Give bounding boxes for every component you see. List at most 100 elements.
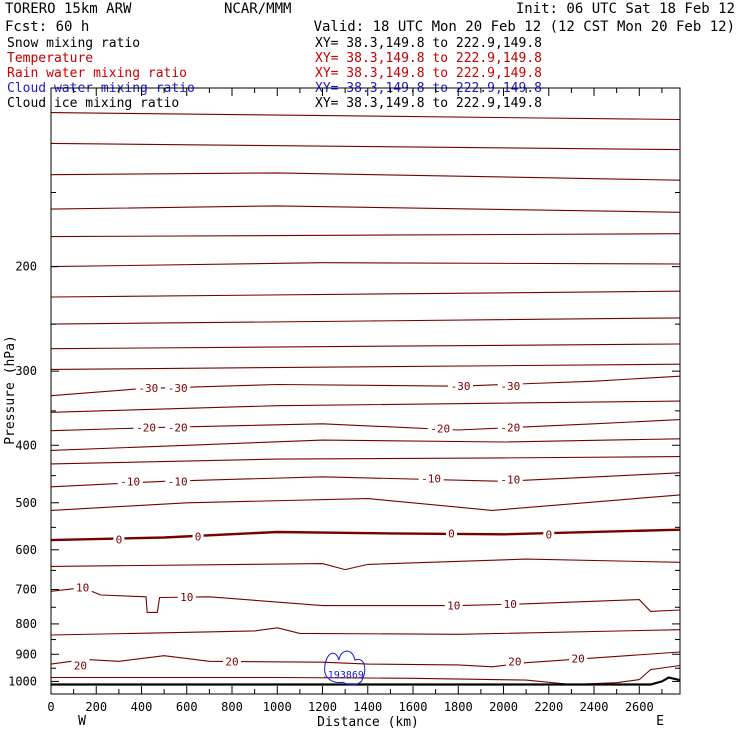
isotherm-label-group: -20: [133, 420, 159, 434]
isotherm-label: -20: [168, 421, 188, 434]
isotherm-label-bg: [445, 526, 457, 540]
y-tick-label: 600: [15, 543, 37, 557]
isotherm-label: 10: [504, 598, 517, 611]
isotherm-label: 20: [74, 659, 87, 672]
isotherm-line: [51, 343, 680, 350]
isotherm-label-group: 10: [177, 589, 196, 604]
isotherm-label-group: -20: [165, 420, 191, 434]
isotherm-label: 0: [195, 531, 202, 544]
field-xy: XY= 38.3,149.8 to 222.9,149.8: [315, 66, 542, 81]
isotherm-label-group: -30: [448, 379, 474, 393]
isotherm-label-bg: [569, 651, 588, 665]
isotherm-label: -30: [500, 380, 520, 393]
isotherm-label: 20: [508, 655, 521, 668]
field-name: Cloud ice mixing ratio: [7, 96, 179, 111]
x-tick-label: 1400: [353, 700, 382, 714]
isotherm-group: .193869: [51, 112, 680, 686]
isotherm-label-group: -10: [418, 471, 444, 485]
isotherm-label-group: -20: [497, 420, 523, 434]
terrain-line: [51, 676, 680, 686]
isotherm-label-group: 0: [192, 529, 204, 544]
field-legend: Snow mixing ratio XY= 38.3,149.8 to 222.…: [7, 36, 542, 111]
isotherm-label-bg: [165, 420, 191, 434]
isotherm-label-bg: [113, 532, 125, 546]
x-tick-label: 2000: [489, 700, 518, 714]
isotherm-line: [51, 558, 680, 571]
x-tick-label: 1800: [444, 700, 473, 714]
x-tick-label: 1600: [399, 700, 428, 714]
isotherm-label: 0: [545, 528, 552, 541]
isotherm-label-bg: [418, 471, 444, 485]
isotherm-label-bg: [444, 598, 463, 612]
model-title: TORERO 15km ARW: [5, 1, 132, 17]
isotherm-label-group: -30: [165, 380, 191, 395]
forecast-hour: Fcst: 60 h: [5, 19, 89, 35]
isotherm-label-group: 0: [445, 526, 457, 540]
isotherm-label: -10: [120, 475, 140, 488]
isotherm-0: [51, 528, 680, 542]
isotherm-label: -20: [136, 421, 156, 434]
isotherm-label-bg: [165, 474, 191, 488]
x-tick-label: 1000: [263, 700, 292, 714]
isotherm-line: [51, 317, 680, 325]
y-tick-label: 1000: [8, 674, 37, 688]
x-tick-label: 400: [131, 700, 153, 714]
x-tick-label: 2600: [625, 700, 654, 714]
isotherm-label: -10: [168, 475, 188, 488]
isotherm-label: 20: [572, 653, 585, 666]
isotherm-line: [51, 262, 680, 268]
x-tick-label: 800: [221, 700, 243, 714]
x-tick-label: 2400: [580, 700, 609, 714]
field-xy: XY= 38.3,149.8 to 222.9,149.8: [315, 36, 542, 51]
y-tick-label: 200: [15, 260, 37, 274]
isotherm-line: [51, 664, 680, 686]
isotherm-label-bg: [73, 580, 92, 594]
isotherm-label-bg: [71, 658, 90, 672]
init-time: Init: 06 UTC Sat 18 Feb 12: [516, 1, 735, 17]
y-tick-label: 900: [15, 647, 37, 661]
isotherm-label-bg: [133, 420, 159, 434]
field-xy: XY= 38.3,149.8 to 222.9,149.8: [315, 96, 542, 111]
isotherm-label-group: 20: [223, 654, 242, 668]
isotherm-line: [51, 205, 680, 213]
isotherm-label: 10: [76, 582, 89, 595]
isotherm-label-bg: [543, 527, 555, 541]
x-tick-label: 200: [85, 700, 107, 714]
isotherm-label: -30: [138, 382, 158, 395]
isotherm-label: -10: [500, 474, 520, 487]
isotherm-label: 10: [447, 600, 460, 613]
valid-time: Valid: 18 UTC Mon 20 Feb 12 (12 CST Mon …: [314, 19, 735, 35]
x-tick-label: 0: [47, 700, 54, 714]
isotherm-line: [51, 172, 680, 181]
isotherm-label-group: -30: [135, 380, 161, 395]
isotherm-label-group: 0: [543, 527, 555, 541]
isotherm-line: [51, 627, 680, 636]
isotherm-line: [51, 456, 680, 465]
y-tick-label: 700: [15, 583, 37, 597]
y-tick-label: 500: [15, 496, 37, 510]
isotherm-label-group: 10: [444, 598, 463, 613]
plot-area: .193869 -30 -30 -30 -30 -20 -20 -20 -20 -10 -10 -10…: [8, 87, 681, 714]
isotherm-label-bg: [135, 380, 161, 394]
isotherm-label: 20: [225, 655, 238, 668]
isotherm-label: -20: [500, 421, 520, 434]
y-axis-label: Pressure (hPa): [3, 335, 18, 445]
isotherm-label-group: 0: [113, 532, 125, 547]
isotherm-line: [51, 233, 680, 238]
isotherm-label-group: 20: [71, 658, 90, 672]
x-tick-label: 2200: [534, 700, 563, 714]
y-tick-label: 400: [15, 438, 37, 452]
isotherm-label-group: 20: [569, 651, 588, 666]
isotherm-line: [51, 363, 680, 370]
isotherm-line: [51, 112, 680, 121]
x-axis-label: Distance (km): [317, 715, 419, 730]
isotherm-label-bg: [448, 379, 474, 393]
cloud-water-contour: .193869: [322, 650, 366, 686]
y-tick-label: 300: [15, 364, 37, 378]
isotherm-label-bg: [427, 421, 453, 435]
field-name: Rain water mixing ratio: [7, 66, 187, 81]
isotherm-20: [51, 651, 680, 668]
east-label: E: [656, 714, 664, 729]
isotherm-label-group: -30: [497, 379, 523, 393]
